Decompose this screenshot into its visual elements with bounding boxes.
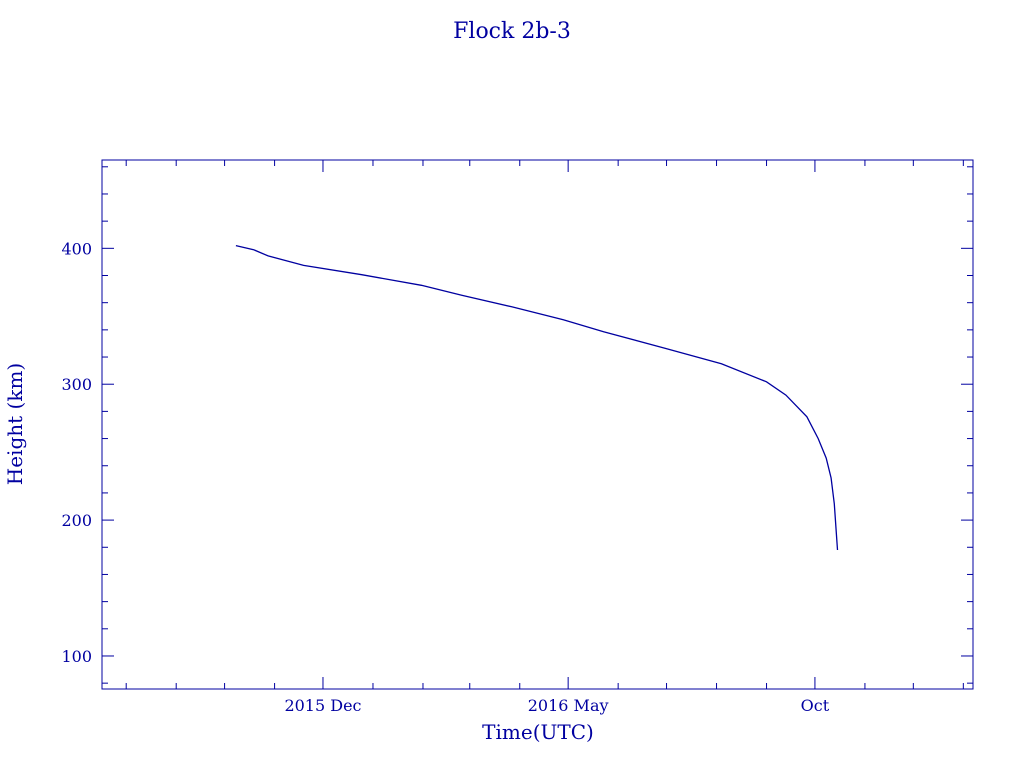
y-tick-label: 300 [61,375,92,394]
y-tick-labels: 100 200 300 400 [61,239,92,666]
chart-title: Flock 2b-3 [453,19,571,44]
x-tick-label: 2015 Dec [284,696,361,715]
series-line [235,244,839,551]
axis-ticks [102,160,973,689]
plot-frame [101,159,974,690]
y-tick-label: 200 [61,511,92,530]
x-tick-label: Oct [801,696,830,715]
x-tick-label: 2016 May [528,696,609,715]
x-tick-labels: 2015 Dec 2016 May Oct [284,696,829,715]
x-axis-label: Time(UTC) [482,720,594,744]
y-tick-label: 100 [61,647,92,666]
y-tick-label: 400 [61,239,92,258]
y-axis-label: Height (km) [3,363,27,485]
